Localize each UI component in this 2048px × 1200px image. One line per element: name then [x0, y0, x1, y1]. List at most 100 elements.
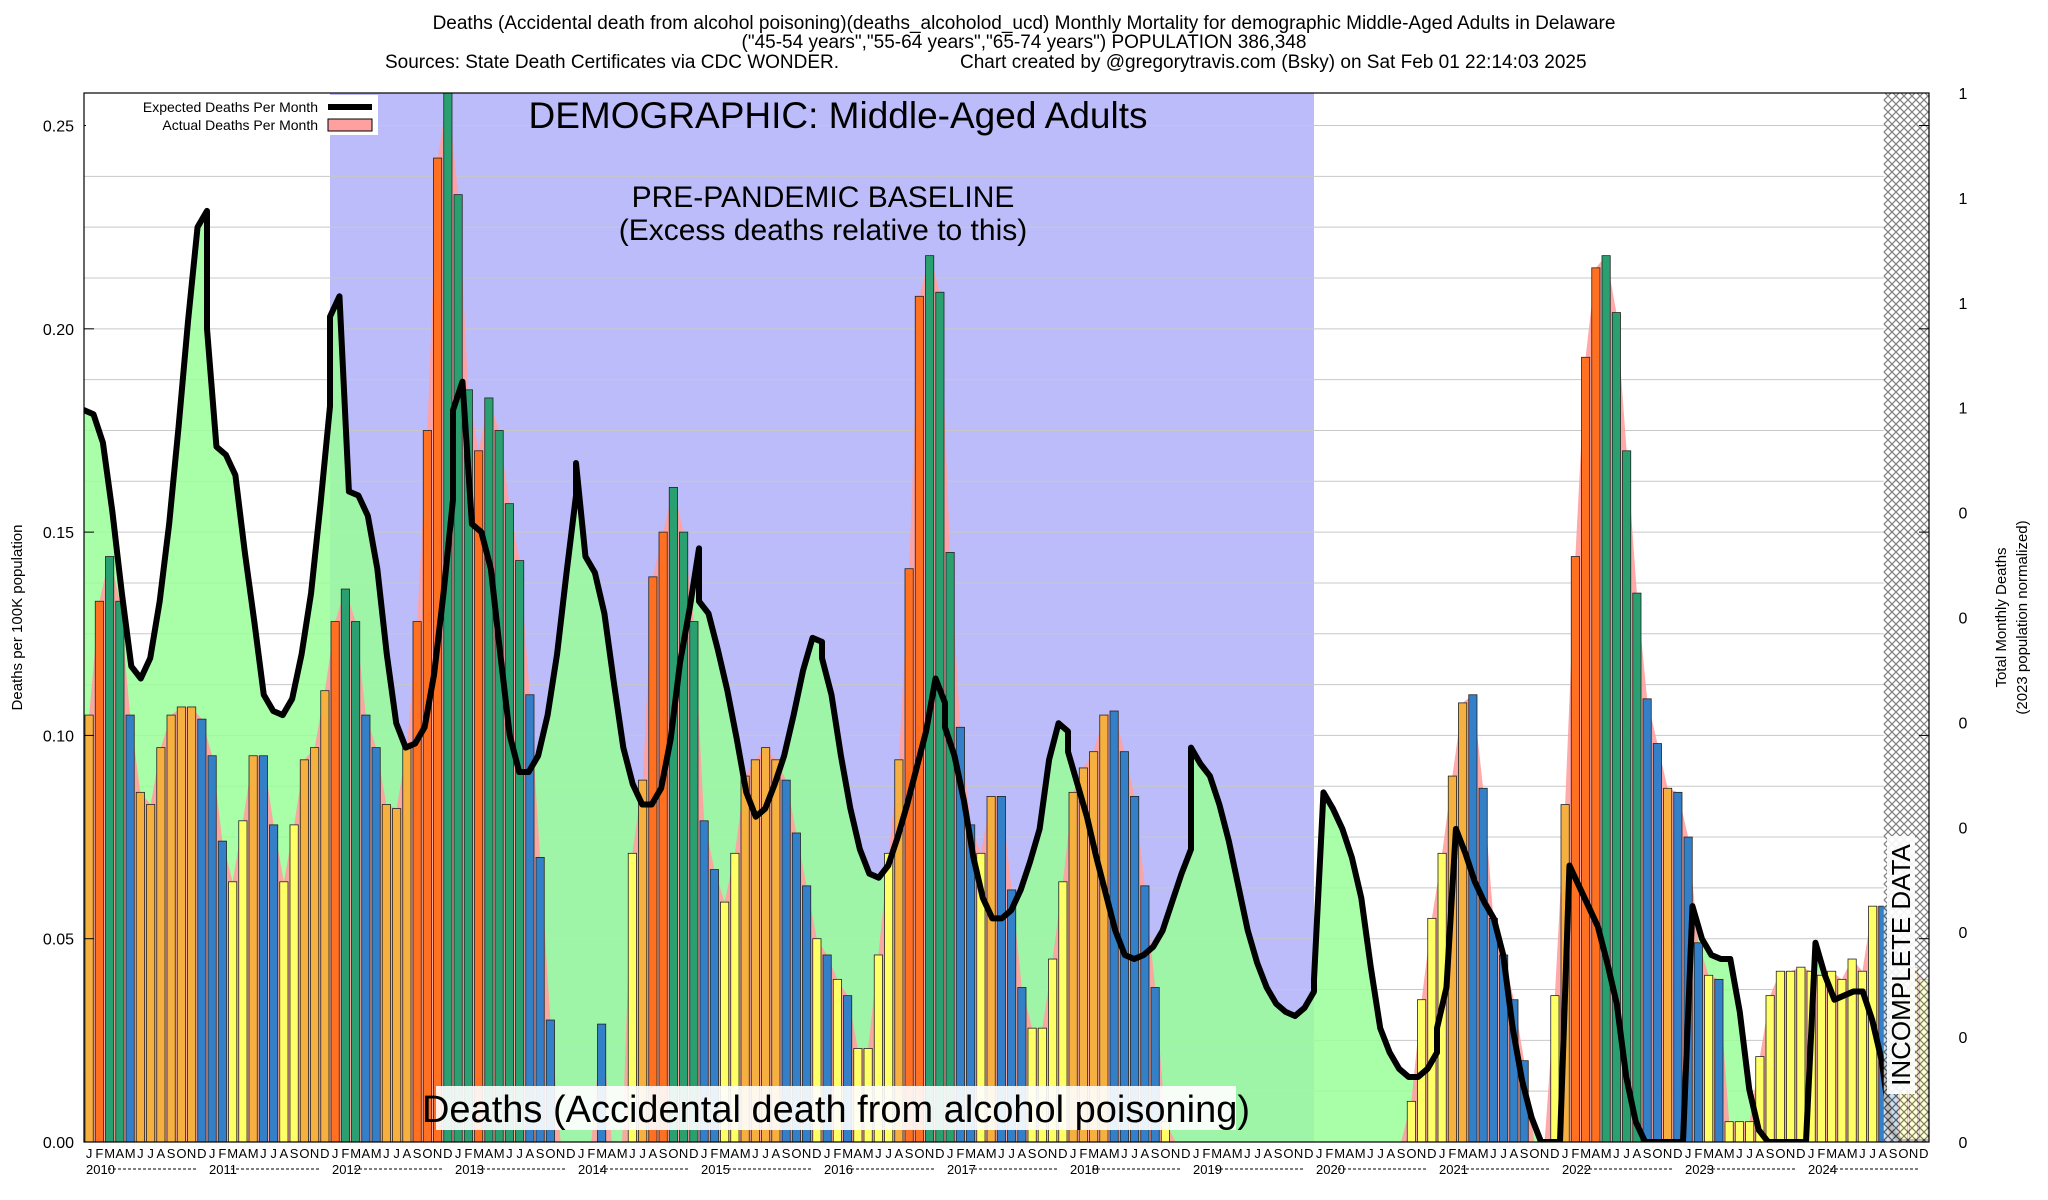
x-tick-month: S	[905, 1146, 914, 1161]
bar-actual-deaths	[463, 389, 473, 1142]
x-tick-month: N	[310, 1146, 319, 1161]
x-tick-year: 2010	[86, 1162, 115, 1177]
bar-actual-deaths	[822, 954, 832, 1142]
y-tick-label: 0.10	[43, 728, 74, 745]
x-tick-month: M	[596, 1146, 607, 1161]
bar-actual-deaths	[494, 430, 504, 1142]
chart-title-line-2: ("45-54 years","55-64 years","65-74 year…	[741, 32, 1307, 53]
bar-actual-deaths	[627, 852, 637, 1142]
x-tick-month: M	[1580, 1146, 1591, 1161]
bar-actual-deaths	[1458, 702, 1468, 1142]
x-tick-month: M	[473, 1146, 484, 1161]
bar-actual-deaths	[1632, 592, 1642, 1142]
x-tick-month: M	[965, 1146, 976, 1161]
bar-actual-deaths	[1796, 966, 1806, 1142]
x-tick-month: N	[925, 1146, 934, 1161]
y-axis-label: Deaths per 100K population	[9, 525, 26, 711]
legend-expected-label: Expected Deaths Per Month	[143, 99, 318, 115]
x-tick-month: S	[167, 1146, 176, 1161]
bar-actual-deaths	[904, 568, 914, 1142]
x-tick-month: A	[280, 1146, 289, 1161]
x-tick-month: J	[506, 1146, 513, 1161]
x-tick-month: D	[1673, 1146, 1682, 1161]
bar-actual-deaths	[545, 1019, 555, 1142]
x-tick-month: S	[1520, 1146, 1529, 1161]
bar-actual-deaths	[812, 938, 822, 1142]
bar-actual-deaths	[976, 852, 986, 1142]
x-tick-month: F	[956, 1146, 964, 1161]
x-tick-month: F	[1325, 1146, 1333, 1161]
x-tick-month: N	[1294, 1146, 1303, 1161]
x-tick-month: N	[1171, 1146, 1180, 1161]
y2-tick-label: 1	[1959, 191, 1968, 208]
x-tick-year: 2018	[1070, 1162, 1099, 1177]
x-tick-month: J	[752, 1146, 759, 1161]
x-tick-month: S	[1028, 1146, 1037, 1161]
x-tick-month: J	[885, 1146, 892, 1161]
x-tick-month: D	[197, 1146, 206, 1161]
incomplete-data-label: INCOMPLETE DATA	[1886, 843, 1916, 1085]
x-tick-month: O	[1406, 1146, 1416, 1161]
x-tick-month: M	[494, 1146, 505, 1161]
bar-actual-deaths	[986, 795, 996, 1142]
bar-actual-deaths	[658, 531, 668, 1142]
bar-actual-deaths	[1058, 881, 1068, 1142]
x-tick-month: S	[1274, 1146, 1283, 1161]
x-tick-month: M	[719, 1146, 730, 1161]
baseline-label-line-2: (Excess deaths relative to this)	[619, 214, 1028, 247]
x-tick-month: J	[1131, 1146, 1138, 1161]
x-tick-month: A	[362, 1146, 371, 1161]
bar-actual-deaths	[1837, 978, 1847, 1142]
x-tick-month: M	[1088, 1146, 1099, 1161]
x-tick-month: N	[556, 1146, 565, 1161]
bar-actual-deaths	[1570, 556, 1580, 1142]
y2-tick-label: 0	[1959, 925, 1968, 942]
x-tick-month: M	[842, 1146, 853, 1161]
x-tick-month: A	[895, 1146, 904, 1161]
x-tick-month: D	[566, 1146, 575, 1161]
bar-actual-deaths	[146, 804, 156, 1142]
bar-actual-deaths	[166, 714, 176, 1142]
x-tick-month: J	[998, 1146, 1005, 1161]
bar-actual-deaths	[1724, 1121, 1734, 1142]
bar-actual-deaths	[648, 576, 658, 1142]
x-tick-month: S	[1151, 1146, 1160, 1161]
x-tick-year: 2013	[455, 1162, 484, 1177]
bar-actual-deaths	[320, 690, 330, 1142]
x-tick-month: O	[1283, 1146, 1293, 1161]
x-tick-month: O	[1529, 1146, 1539, 1161]
y2-tick-label: 1	[1959, 86, 1968, 103]
bar-actual-deaths	[115, 600, 125, 1142]
x-tick-month: J	[137, 1146, 144, 1161]
x-tick-month: J	[1500, 1146, 1507, 1161]
x-tick-month: M	[863, 1146, 874, 1161]
x-tick-month: D	[443, 1146, 452, 1161]
y-tick-label: 0.20	[43, 322, 74, 339]
legend-actual-swatch	[327, 118, 373, 132]
x-tick-month: J	[393, 1146, 400, 1161]
x-tick-month: J	[1244, 1146, 1251, 1161]
bar-actual-deaths	[1745, 1121, 1755, 1142]
bar-actual-deaths	[873, 954, 883, 1142]
x-tick-month: D	[1550, 1146, 1559, 1161]
bar-actual-deaths	[412, 621, 422, 1142]
bar-actual-deaths	[515, 560, 525, 1142]
y2-tick-label: 0	[1959, 820, 1968, 837]
x-tick-month: M	[1847, 1146, 1858, 1161]
x-tick-month: A	[772, 1146, 781, 1161]
y2-tick-label: 0	[1959, 1135, 1968, 1152]
x-tick-month: N	[1909, 1146, 1918, 1161]
x-tick-month: J	[1121, 1146, 1128, 1161]
x-tick-month: F	[95, 1146, 103, 1161]
bar-actual-deaths	[381, 804, 391, 1142]
x-tick-month: J	[1685, 1146, 1692, 1161]
y-tick-label: 0.05	[43, 932, 74, 949]
x-tick-year: 2014	[578, 1162, 607, 1177]
bar-actual-deaths	[453, 194, 463, 1142]
x-tick-month: N	[433, 1146, 442, 1161]
bar-actual-deaths	[1007, 889, 1017, 1142]
x-tick-month: O	[1037, 1146, 1047, 1161]
x-tick-month: N	[1663, 1146, 1672, 1161]
legend-actual-label: Actual Deaths Per Month	[162, 117, 318, 133]
bar-actual-deaths	[94, 600, 104, 1142]
